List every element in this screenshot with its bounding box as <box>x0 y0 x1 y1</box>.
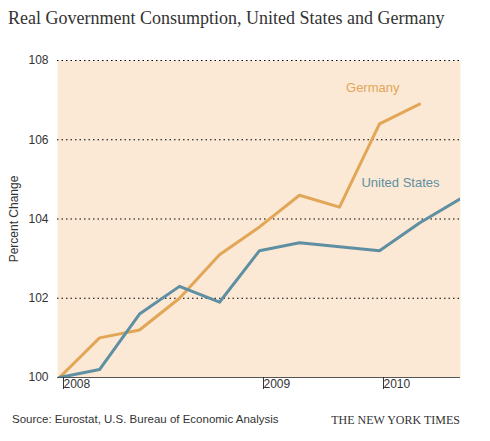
svg-text:104: 104 <box>28 212 48 226</box>
svg-text:2009: 2009 <box>264 377 291 391</box>
html-text:Real Government Consumption, U: Real Government Consumption, United Stat… <box>8 8 445 28</box>
svg-text:100: 100 <box>28 370 48 384</box>
svg-text:United States: United States <box>361 175 440 190</box>
svg-text:106: 106 <box>28 133 48 147</box>
svg-text:Germany: Germany <box>346 80 400 95</box>
svg-text:2008: 2008 <box>64 377 91 391</box>
svg-text:102: 102 <box>28 291 48 305</box>
svg-text:2010: 2010 <box>384 377 411 391</box>
svg-text:108: 108 <box>28 53 48 67</box>
html-text:THE NEW YORK TIMES: THE NEW YORK TIMES <box>331 413 460 427</box>
html-text:Source: Eurostat, U.S. Bureau: Source: Eurostat, U.S. Bureau of Economi… <box>12 413 279 425</box>
svg-text:Percent Change: Percent Change <box>7 175 21 262</box>
